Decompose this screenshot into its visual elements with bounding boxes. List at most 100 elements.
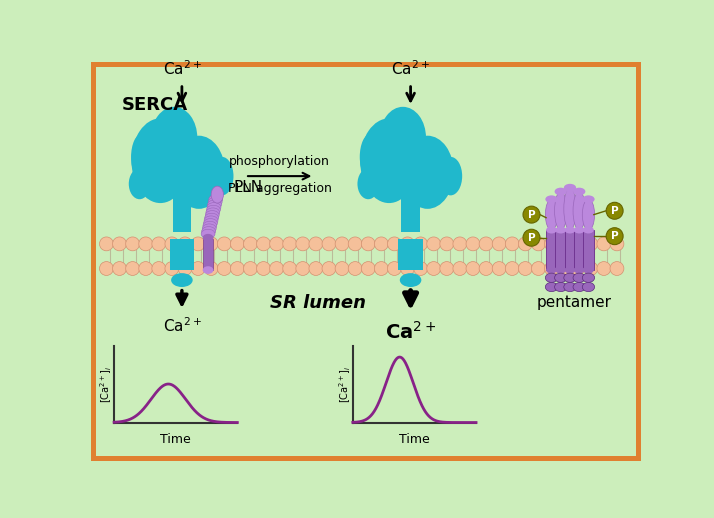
Ellipse shape	[564, 188, 576, 230]
Ellipse shape	[270, 237, 283, 251]
Ellipse shape	[152, 237, 166, 251]
Bar	[401, 159, 420, 232]
Ellipse shape	[191, 237, 205, 251]
Ellipse shape	[99, 262, 114, 276]
Ellipse shape	[564, 273, 576, 282]
Text: Ca$^{2+}$: Ca$^{2+}$	[391, 60, 430, 78]
Ellipse shape	[518, 237, 532, 251]
Ellipse shape	[335, 262, 349, 276]
Ellipse shape	[531, 237, 545, 251]
Ellipse shape	[545, 273, 558, 282]
Ellipse shape	[583, 195, 595, 203]
Ellipse shape	[231, 237, 244, 251]
Ellipse shape	[573, 282, 585, 292]
Ellipse shape	[348, 262, 362, 276]
Ellipse shape	[335, 237, 349, 251]
Ellipse shape	[546, 226, 557, 234]
Ellipse shape	[401, 136, 453, 209]
Bar	[555, 230, 566, 270]
Ellipse shape	[204, 216, 218, 225]
Ellipse shape	[439, 157, 462, 195]
Ellipse shape	[506, 237, 519, 251]
Ellipse shape	[126, 262, 139, 276]
Ellipse shape	[208, 197, 222, 207]
Ellipse shape	[479, 262, 493, 276]
Text: phosphorylation: phosphorylation	[229, 155, 330, 168]
Ellipse shape	[584, 262, 598, 276]
Ellipse shape	[531, 262, 545, 276]
Ellipse shape	[597, 237, 610, 251]
Bar	[565, 230, 575, 270]
Ellipse shape	[203, 219, 217, 228]
Ellipse shape	[606, 203, 623, 219]
Ellipse shape	[256, 262, 271, 276]
Ellipse shape	[597, 262, 610, 276]
Ellipse shape	[555, 267, 566, 274]
Ellipse shape	[606, 228, 623, 244]
Ellipse shape	[139, 262, 153, 276]
Text: PLN aggregation: PLN aggregation	[228, 181, 331, 195]
Text: P: P	[610, 231, 618, 241]
Ellipse shape	[309, 237, 323, 251]
Ellipse shape	[573, 192, 585, 230]
Ellipse shape	[361, 262, 375, 276]
Ellipse shape	[243, 262, 257, 276]
Ellipse shape	[348, 237, 362, 251]
Text: Time: Time	[399, 433, 430, 447]
Ellipse shape	[453, 237, 467, 251]
Text: P: P	[528, 233, 536, 243]
Ellipse shape	[583, 282, 595, 292]
Ellipse shape	[564, 282, 576, 292]
Ellipse shape	[217, 237, 231, 251]
Ellipse shape	[113, 237, 126, 251]
Ellipse shape	[99, 237, 114, 251]
Ellipse shape	[131, 119, 189, 203]
Ellipse shape	[400, 273, 421, 287]
Bar	[203, 239, 213, 270]
Ellipse shape	[113, 262, 126, 276]
Text: Ca$^{2+}$: Ca$^{2+}$	[163, 60, 201, 78]
Ellipse shape	[203, 266, 213, 274]
Ellipse shape	[173, 136, 225, 209]
Ellipse shape	[206, 205, 221, 214]
Ellipse shape	[322, 237, 336, 251]
Ellipse shape	[171, 273, 193, 287]
Ellipse shape	[208, 195, 223, 204]
Ellipse shape	[131, 134, 153, 180]
Ellipse shape	[466, 237, 480, 251]
Ellipse shape	[165, 237, 178, 251]
Ellipse shape	[427, 262, 441, 276]
Ellipse shape	[207, 203, 221, 212]
Ellipse shape	[558, 237, 571, 251]
Ellipse shape	[191, 262, 205, 276]
Ellipse shape	[296, 262, 310, 276]
Ellipse shape	[492, 237, 506, 251]
Ellipse shape	[545, 199, 558, 230]
Ellipse shape	[440, 262, 453, 276]
Bar	[173, 159, 191, 232]
Ellipse shape	[205, 213, 218, 223]
Ellipse shape	[584, 237, 598, 251]
Ellipse shape	[453, 262, 467, 276]
Ellipse shape	[570, 262, 585, 276]
Ellipse shape	[360, 134, 381, 180]
Ellipse shape	[204, 262, 218, 276]
Ellipse shape	[565, 226, 575, 234]
Ellipse shape	[545, 237, 558, 251]
Ellipse shape	[558, 262, 571, 276]
Ellipse shape	[283, 237, 296, 251]
Text: pentamer: pentamer	[536, 295, 611, 310]
Text: SR lumen: SR lumen	[270, 294, 366, 312]
Ellipse shape	[546, 267, 557, 274]
Ellipse shape	[178, 237, 192, 251]
Ellipse shape	[555, 192, 567, 230]
Ellipse shape	[413, 237, 428, 251]
Text: PLN: PLN	[233, 180, 263, 195]
Ellipse shape	[206, 208, 220, 217]
Ellipse shape	[358, 168, 379, 199]
Ellipse shape	[202, 226, 216, 236]
Ellipse shape	[555, 273, 567, 282]
Ellipse shape	[243, 237, 257, 251]
Ellipse shape	[211, 157, 233, 195]
Ellipse shape	[523, 229, 540, 246]
